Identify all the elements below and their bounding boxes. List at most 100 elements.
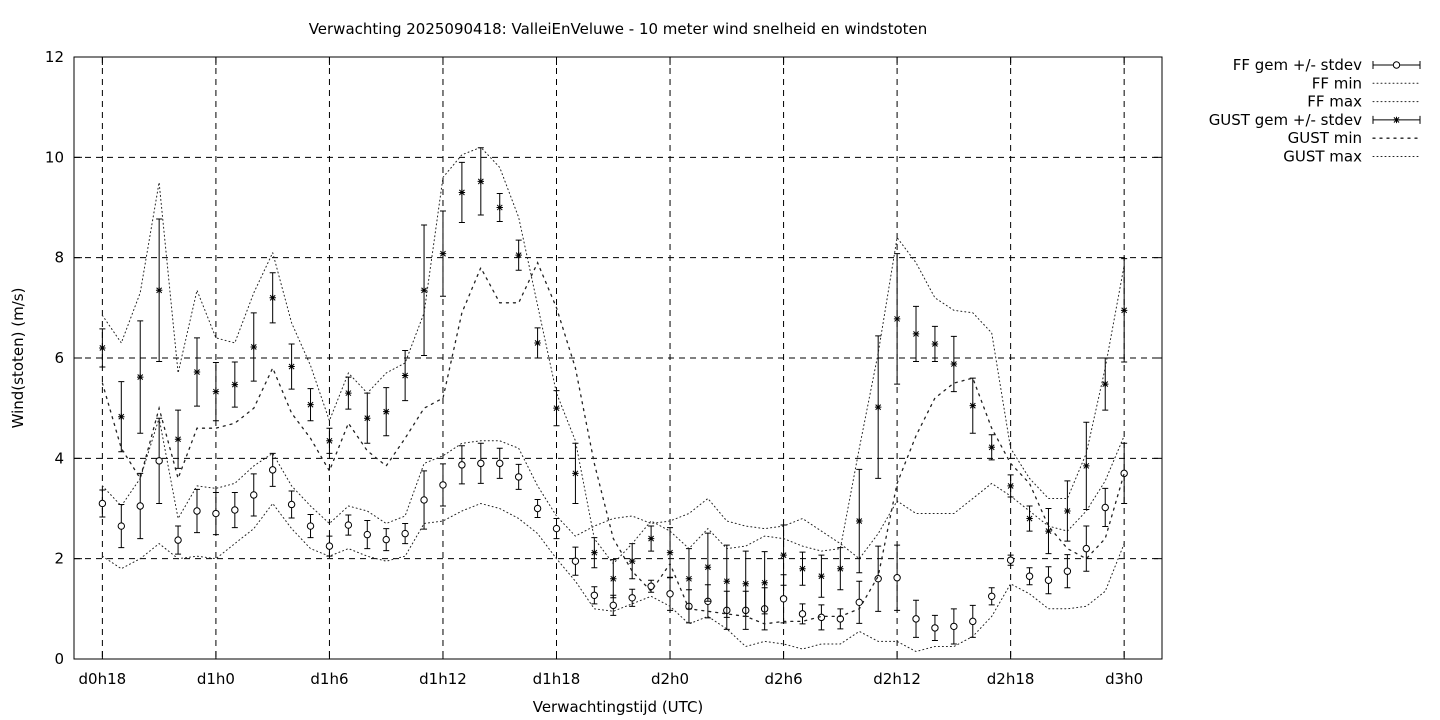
data-point	[231, 381, 239, 388]
x-tick-label: d1h18	[533, 670, 581, 688]
data-point	[856, 517, 863, 525]
data-point	[912, 330, 920, 338]
data-point	[193, 507, 201, 515]
y-axis-label: Wind(stoten) (m/s)	[9, 288, 27, 429]
series-gust-max	[101, 146, 1125, 565]
data-point	[1064, 507, 1071, 515]
data-point	[666, 590, 674, 598]
data-point	[1083, 462, 1090, 470]
data-point	[117, 522, 126, 530]
data-point	[628, 557, 636, 565]
data-point	[780, 551, 787, 559]
data-point	[666, 549, 674, 556]
legend-label: GUST min	[1288, 129, 1362, 147]
legend-label: GUST max	[1283, 148, 1362, 166]
data-point	[1101, 503, 1109, 512]
data-point	[704, 563, 712, 571]
x-tick-label: d1h12	[419, 670, 467, 688]
data-point	[268, 466, 277, 474]
chart-title: Verwachting 2025090418: ValleiEnVeluwe -…	[309, 20, 928, 38]
data-point	[837, 565, 844, 572]
data-point	[609, 601, 617, 610]
series-gust-min	[101, 261, 1125, 625]
y-tick-label: 6	[54, 349, 64, 367]
data-point	[836, 615, 845, 623]
series-line	[101, 502, 1125, 653]
data-point	[325, 542, 334, 550]
data-point	[931, 624, 939, 632]
data-point	[250, 343, 257, 351]
data-point	[514, 473, 523, 481]
data-point	[893, 574, 901, 582]
data-point	[647, 582, 655, 590]
data-point	[269, 294, 276, 301]
data-point	[799, 565, 806, 572]
data-point	[761, 579, 768, 586]
data-point	[798, 610, 807, 618]
legend-label: FF min	[1312, 74, 1362, 92]
data-point	[136, 502, 144, 510]
axes: 0 2 4 6 8 10 12 d0h18 d1h0 d1h6 d1h12 d1h18 d2h0 d2h6…	[45, 48, 1162, 688]
data-point	[969, 617, 977, 626]
data-point	[439, 250, 447, 257]
data-point	[287, 500, 296, 509]
series	[98, 146, 1128, 653]
data-point	[250, 491, 258, 499]
data-point	[591, 549, 598, 556]
x-axis-label: Verwachtingstijd (UTC)	[533, 698, 704, 716]
data-point	[383, 408, 390, 415]
data-point	[307, 401, 314, 408]
x-tick-label: d1h0	[197, 670, 235, 688]
data-point	[137, 373, 144, 381]
data-point	[1120, 307, 1128, 314]
data-point	[969, 402, 976, 409]
data-point	[364, 415, 371, 422]
data-point	[344, 521, 353, 529]
data-point	[420, 287, 428, 294]
data-point	[458, 189, 466, 196]
series-line	[101, 261, 1125, 625]
data-point	[193, 368, 201, 376]
data-point	[174, 436, 182, 443]
data-point	[931, 340, 939, 348]
data-point	[552, 524, 561, 533]
data-point	[912, 615, 920, 623]
grid	[74, 57, 1162, 659]
data-point	[723, 578, 730, 585]
x-tick-label: d3h0	[1105, 670, 1143, 688]
data-point	[496, 459, 504, 468]
data-point	[1025, 572, 1034, 580]
series-ff-max	[101, 418, 1125, 560]
series-ff-min	[101, 502, 1125, 653]
data-point	[306, 522, 315, 530]
legend-label: FF max	[1307, 93, 1362, 111]
data-point	[950, 360, 958, 368]
data-point	[1026, 515, 1033, 522]
data-point	[477, 178, 485, 185]
data-point	[118, 413, 125, 420]
data-point	[212, 509, 220, 518]
x-tick-label: d2h12	[873, 670, 921, 688]
data-point	[401, 372, 409, 379]
x-tick-label: d0h18	[79, 670, 127, 688]
data-point	[1120, 469, 1128, 478]
y-tick-label: 12	[45, 48, 64, 66]
x-tick-label: d2h6	[765, 670, 803, 688]
data-point	[988, 592, 996, 600]
data-point	[363, 530, 371, 539]
data-point	[1045, 527, 1052, 535]
data-point	[1007, 482, 1014, 490]
data-point	[326, 437, 333, 444]
data-point	[1006, 556, 1015, 564]
x-tick-label: d2h0	[651, 670, 689, 688]
data-point	[818, 573, 825, 580]
data-point	[1082, 544, 1091, 553]
data-point	[590, 591, 599, 599]
data-point	[950, 622, 958, 631]
data-point	[458, 461, 466, 469]
legend-label: GUST gem +/- stdev	[1209, 111, 1362, 129]
data-point	[893, 315, 901, 323]
y-tick-label: 8	[54, 249, 64, 267]
data-point	[155, 457, 163, 465]
